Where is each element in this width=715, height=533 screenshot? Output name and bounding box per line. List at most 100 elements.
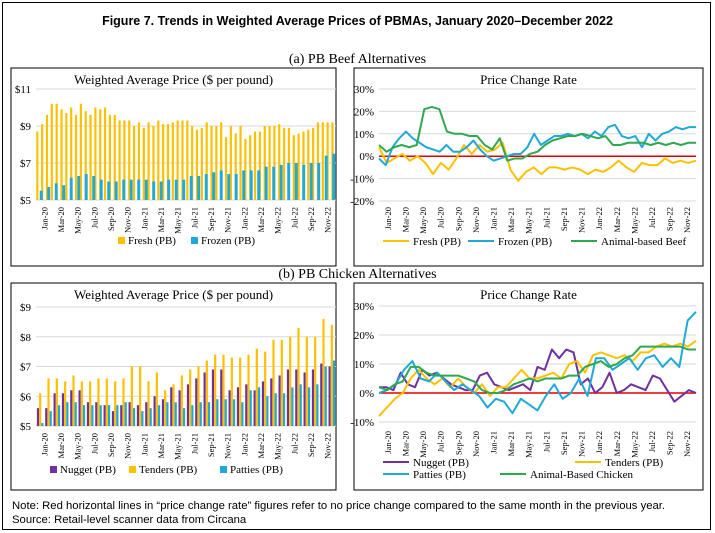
bar-freshpb xyxy=(210,126,213,200)
bar-nuggetpb xyxy=(228,390,231,426)
line-animalbasedbeef xyxy=(378,105,696,162)
y-tick-label: 20% xyxy=(354,106,374,118)
bar-freshpb xyxy=(137,122,141,200)
bar-freshpb xyxy=(215,126,218,200)
bar-nuggetpb xyxy=(103,405,106,426)
bar-tenderspb xyxy=(272,339,275,426)
bar-tenderspb xyxy=(172,384,175,426)
bar-pattiespb xyxy=(74,402,77,426)
bar-frozenpb xyxy=(189,175,193,200)
x-tick-label: Sep-21 xyxy=(206,207,216,231)
bar-freshpb xyxy=(79,103,82,200)
bar-frozenpb xyxy=(302,164,306,200)
bar-frozenpb xyxy=(257,170,261,200)
bar-freshpb xyxy=(297,133,300,200)
legend-item: Animal-Based Chicken xyxy=(500,469,633,481)
x-tick-label: Jan-21 xyxy=(488,207,498,230)
bar-freshpb xyxy=(94,107,97,200)
x-tick-label: Jan-21 xyxy=(139,433,149,456)
bar-pattiespb xyxy=(66,402,69,426)
x-tick-label: Jan-20 xyxy=(39,207,49,230)
bar-pattiespb xyxy=(332,360,336,426)
bar-freshpb xyxy=(36,131,39,200)
bar-nuggetpb xyxy=(95,402,98,426)
x-tick-label: Nov-22 xyxy=(682,207,692,233)
bar-tenderspb xyxy=(97,378,100,426)
bar-pattiespb xyxy=(266,396,269,426)
bar-pattiespb xyxy=(91,405,94,426)
bar-freshpb xyxy=(200,127,203,200)
bar-pattiespb xyxy=(107,405,111,426)
bar-freshpb xyxy=(74,114,78,200)
bar-nuggetpb xyxy=(86,402,90,426)
legend-label: Tenders (PB) xyxy=(605,457,664,469)
x-tick-label: Nov-20 xyxy=(471,431,481,457)
x-tick-label: Nov-20 xyxy=(123,433,133,459)
bar-freshpb xyxy=(55,103,58,200)
legend-swatch xyxy=(118,237,125,244)
bar-tenderspb xyxy=(280,339,283,426)
x-tick-label: May-20 xyxy=(418,431,428,458)
bar-tenderspb xyxy=(130,366,133,426)
bar-freshpb xyxy=(186,120,189,200)
bar-freshpb xyxy=(321,122,324,200)
bar-freshpb xyxy=(234,133,237,200)
bar-tenderspb xyxy=(64,381,67,427)
bar-nuggetpb xyxy=(153,396,156,426)
bar-freshpb xyxy=(50,103,53,200)
bar-nuggetpb xyxy=(128,402,131,426)
beef-change-chart: Price Change Rate -20% -10% 0% 10% 20% 30% Jan-… xyxy=(350,67,704,267)
x-tick-label: Jan-22 xyxy=(239,207,249,230)
bar-pattiespb xyxy=(232,399,236,426)
bar-nuggetpb xyxy=(320,363,323,426)
x-tick-label: Jul-21 xyxy=(189,433,199,454)
bar-nuggetpb xyxy=(270,378,273,426)
x-tick-label: Jan-22 xyxy=(239,433,249,456)
x-tick-label: Jul-21 xyxy=(541,431,551,452)
x-tick-label: May-22 xyxy=(273,433,283,460)
bar-frozenpb xyxy=(234,174,238,200)
x-tick-label: Nov-21 xyxy=(577,207,587,233)
bar-freshpb xyxy=(123,120,126,200)
bar-frozenpb xyxy=(107,181,111,200)
bar-freshpb xyxy=(181,120,184,200)
x-tick-label: Jul-20 xyxy=(436,431,446,452)
bar-frozenpb xyxy=(122,179,126,200)
bar-pattiespb xyxy=(49,411,52,427)
figure-title: Figure 7. Trends in Weighted Average Pri… xyxy=(102,14,613,28)
line-pattiespb xyxy=(378,311,697,415)
x-tick-label: Mar-20 xyxy=(56,433,66,458)
bar-tenderspb xyxy=(122,378,125,426)
x-tick-label: May-21 xyxy=(173,433,183,460)
bar-pattiespb xyxy=(324,366,327,426)
y-tick-label: 0% xyxy=(359,388,374,400)
bar-pattiespb xyxy=(207,402,211,426)
bar-freshpb xyxy=(103,107,107,200)
bar-freshpb xyxy=(316,122,320,200)
bar-nuggetpb xyxy=(36,408,40,426)
bar-freshpb xyxy=(152,126,155,200)
bar-pattiespb xyxy=(99,405,102,426)
bar-freshpb xyxy=(273,126,276,200)
y-tick-label: $9 xyxy=(20,121,32,133)
x-tick-label: Jul-21 xyxy=(189,207,199,228)
bar-tenderspb xyxy=(155,372,158,426)
bar-tenderspb xyxy=(205,360,208,426)
legend-item: Fresh (PB) xyxy=(383,236,461,248)
x-tick-label: Sep-22 xyxy=(665,207,675,231)
bar-pattiespb xyxy=(241,402,244,426)
bar-frozenpb xyxy=(324,155,328,200)
legend-label: Animal-based Beef xyxy=(601,236,687,248)
bar-frozenpb xyxy=(144,179,148,200)
bar-pattiespb xyxy=(257,387,261,426)
bar-freshpb xyxy=(113,114,116,200)
bar-frozenpb xyxy=(54,183,58,200)
legend-swatch xyxy=(129,466,136,473)
bar-tenderspb xyxy=(230,357,233,426)
bar-freshpb xyxy=(253,131,257,200)
x-tick-label: Jan-20 xyxy=(383,431,393,454)
bar-nuggetpb xyxy=(311,369,315,426)
bar-nuggetpb xyxy=(236,387,240,426)
bar-freshpb xyxy=(195,129,199,200)
bar-tenderspb xyxy=(264,351,267,427)
